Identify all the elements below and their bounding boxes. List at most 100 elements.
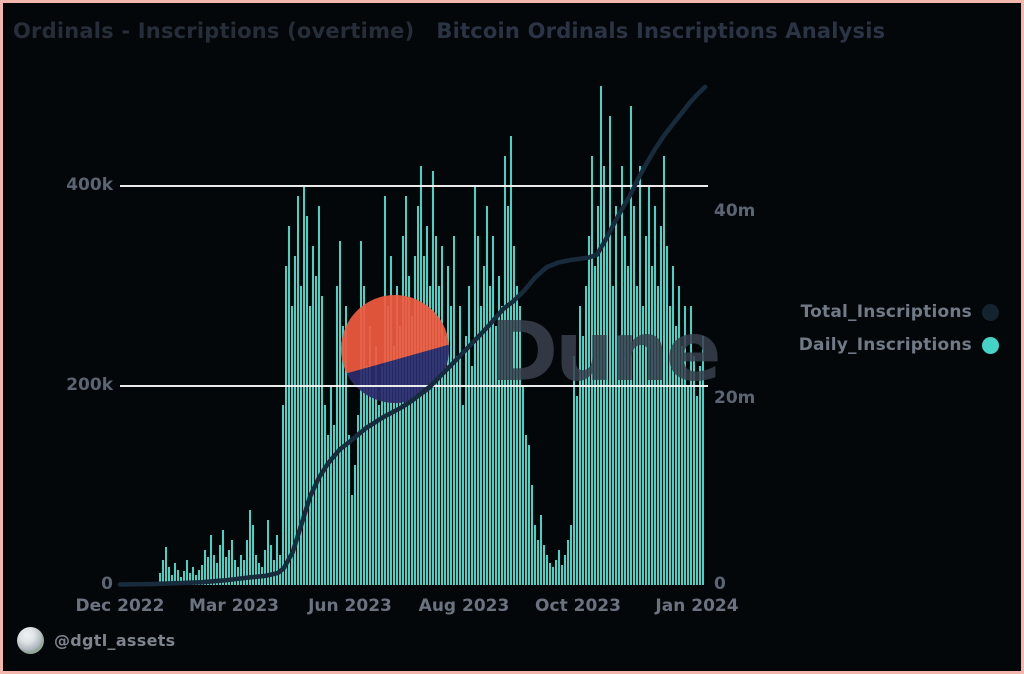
bar — [312, 245, 314, 585]
bar — [285, 265, 287, 585]
bar — [282, 405, 284, 585]
bar — [150, 582, 152, 585]
x-axis-tick: Aug 2023 — [418, 596, 510, 616]
bar — [255, 555, 257, 585]
bar — [201, 565, 203, 585]
bar — [162, 560, 164, 585]
y-axis-left-tick: 0 — [101, 574, 113, 594]
bar — [552, 567, 554, 585]
bar — [192, 567, 194, 585]
bar — [540, 515, 542, 585]
bar — [204, 550, 206, 585]
bar — [129, 584, 131, 585]
bar — [123, 584, 125, 585]
bar — [333, 425, 335, 585]
bar — [249, 510, 251, 585]
page-title: Bitcoin Ordinals Inscriptions Analysis — [436, 19, 886, 43]
bar — [291, 305, 293, 585]
bar — [588, 235, 590, 585]
bar — [225, 557, 227, 585]
bar — [264, 550, 266, 585]
gridline — [120, 385, 708, 387]
twitter-handle: @dgtl_assets — [54, 631, 176, 650]
bar — [138, 583, 140, 585]
bar — [174, 563, 176, 585]
y-axis-right-tick: 20m — [714, 388, 756, 408]
bar — [360, 240, 362, 585]
bar — [222, 530, 224, 585]
bar — [456, 355, 458, 585]
bar — [279, 555, 281, 585]
bar — [378, 405, 380, 585]
bar — [213, 555, 215, 585]
gridline — [120, 185, 708, 187]
x-axis-tick: Mar 2023 — [188, 596, 279, 616]
bar — [549, 563, 551, 585]
legend: Total_Inscriptions Daily_Inscriptions — [799, 302, 999, 355]
bar — [258, 563, 260, 585]
y-axis-left-tick: 200k — [66, 375, 113, 395]
x-axis-tick: Dec 2022 — [75, 596, 165, 616]
legend-label: Total_Inscriptions — [800, 302, 972, 322]
query-name: Ordinals - Inscriptions (overtime) — [13, 19, 415, 43]
bar — [252, 525, 254, 585]
bar — [246, 540, 248, 585]
header: Ordinals - Inscriptions (overtime) Bitco… — [13, 19, 885, 43]
bar — [240, 555, 242, 585]
bar — [354, 465, 356, 585]
bar — [348, 435, 350, 585]
bar — [483, 265, 485, 585]
bar — [177, 570, 179, 585]
bar — [462, 405, 464, 585]
legend-dot-teal — [982, 336, 999, 354]
bar — [168, 567, 170, 585]
chart-card: Ordinals - Inscriptions (overtime) Bitco… — [3, 3, 1021, 671]
bar — [531, 485, 533, 585]
bar — [330, 385, 332, 585]
bar — [297, 196, 299, 585]
bar — [324, 405, 326, 585]
bar — [570, 525, 572, 585]
x-axis-tick: Jun 2023 — [308, 596, 392, 616]
bar — [543, 545, 545, 585]
bar — [294, 255, 296, 585]
bar — [153, 583, 155, 585]
legend-item-daily-inscriptions[interactable]: Daily_Inscriptions — [799, 335, 999, 355]
bar — [357, 415, 359, 585]
bar — [126, 584, 128, 585]
bar — [165, 547, 167, 585]
bar — [522, 385, 524, 585]
bar — [210, 535, 212, 585]
bar — [321, 295, 323, 585]
bar — [561, 565, 563, 585]
bar — [468, 285, 470, 585]
bar — [606, 235, 608, 585]
bar — [228, 550, 230, 585]
bar — [564, 555, 566, 585]
bar — [528, 445, 530, 585]
bar — [231, 540, 233, 585]
bar — [315, 275, 317, 585]
bar — [186, 560, 188, 585]
bar — [147, 583, 149, 585]
bar — [336, 285, 338, 585]
legend-item-total-inscriptions[interactable]: Total_Inscriptions — [801, 302, 999, 322]
footer: @dgtl_assets — [17, 627, 176, 654]
bar — [171, 575, 173, 585]
bar — [306, 215, 308, 585]
bar — [441, 245, 443, 585]
x-axis-tick: Jan 2024 — [655, 596, 739, 616]
bar — [144, 583, 146, 585]
bar — [453, 235, 455, 585]
bar — [480, 305, 482, 585]
bar — [180, 577, 182, 585]
bar — [288, 225, 290, 585]
bar — [273, 560, 275, 585]
bar — [207, 557, 209, 585]
bar — [120, 584, 122, 585]
y-axis-right-tick: 40m — [714, 201, 756, 221]
bar — [426, 225, 428, 585]
bar — [141, 583, 143, 585]
x-axis-tick: Oct 2023 — [535, 596, 621, 616]
bar — [459, 305, 461, 585]
